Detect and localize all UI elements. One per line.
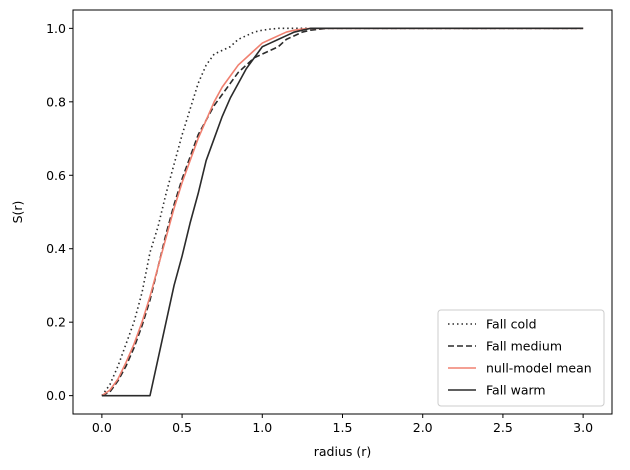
y-tick-label: 1.0 (46, 21, 66, 36)
y-tick-label: 0.8 (46, 94, 66, 109)
legend-label: null-model mean (486, 361, 592, 376)
y-tick-label: 0.2 (46, 315, 66, 330)
y-tick-label: 0.6 (46, 168, 66, 183)
series-line-fall-warm (101, 27, 584, 397)
x-tick-label: 1.5 (333, 420, 353, 435)
x-axis: 0.0 0.5 1.0 1.5 2.0 2.5 3.0 (92, 414, 593, 435)
y-tick-label: 0.4 (46, 241, 66, 256)
legend-box (437, 309, 605, 407)
x-axis-label: radius (r) (314, 444, 372, 459)
legend: Fall cold Fall medium null-model mean Fall … (437, 309, 605, 407)
series-line-null-model-mean (101, 27, 584, 397)
series-line-fall-cold (101, 27, 584, 397)
x-tick-label: 0.0 (92, 420, 112, 435)
x-tick-label: 2.5 (493, 420, 513, 435)
x-tick-label: 2.0 (413, 420, 433, 435)
series-line-fall-medium (101, 27, 584, 397)
series-layer (101, 27, 584, 397)
y-tick-label: 0.0 (46, 388, 66, 403)
x-tick-label: 1.0 (252, 420, 272, 435)
y-axis-label: S(r) (10, 201, 25, 224)
y-axis: 0.0 0.2 0.4 0.6 0.8 1.0 (46, 21, 73, 403)
legend-label: Fall cold (486, 317, 537, 332)
x-tick-label: 3.0 (573, 420, 593, 435)
x-tick-label: 0.5 (172, 420, 192, 435)
legend-label: Fall warm (486, 383, 546, 398)
legend-label: Fall medium (486, 339, 562, 354)
